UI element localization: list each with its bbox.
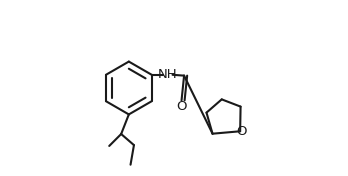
Text: O: O	[236, 125, 247, 138]
Text: O: O	[176, 100, 187, 113]
Text: NH: NH	[158, 68, 178, 81]
